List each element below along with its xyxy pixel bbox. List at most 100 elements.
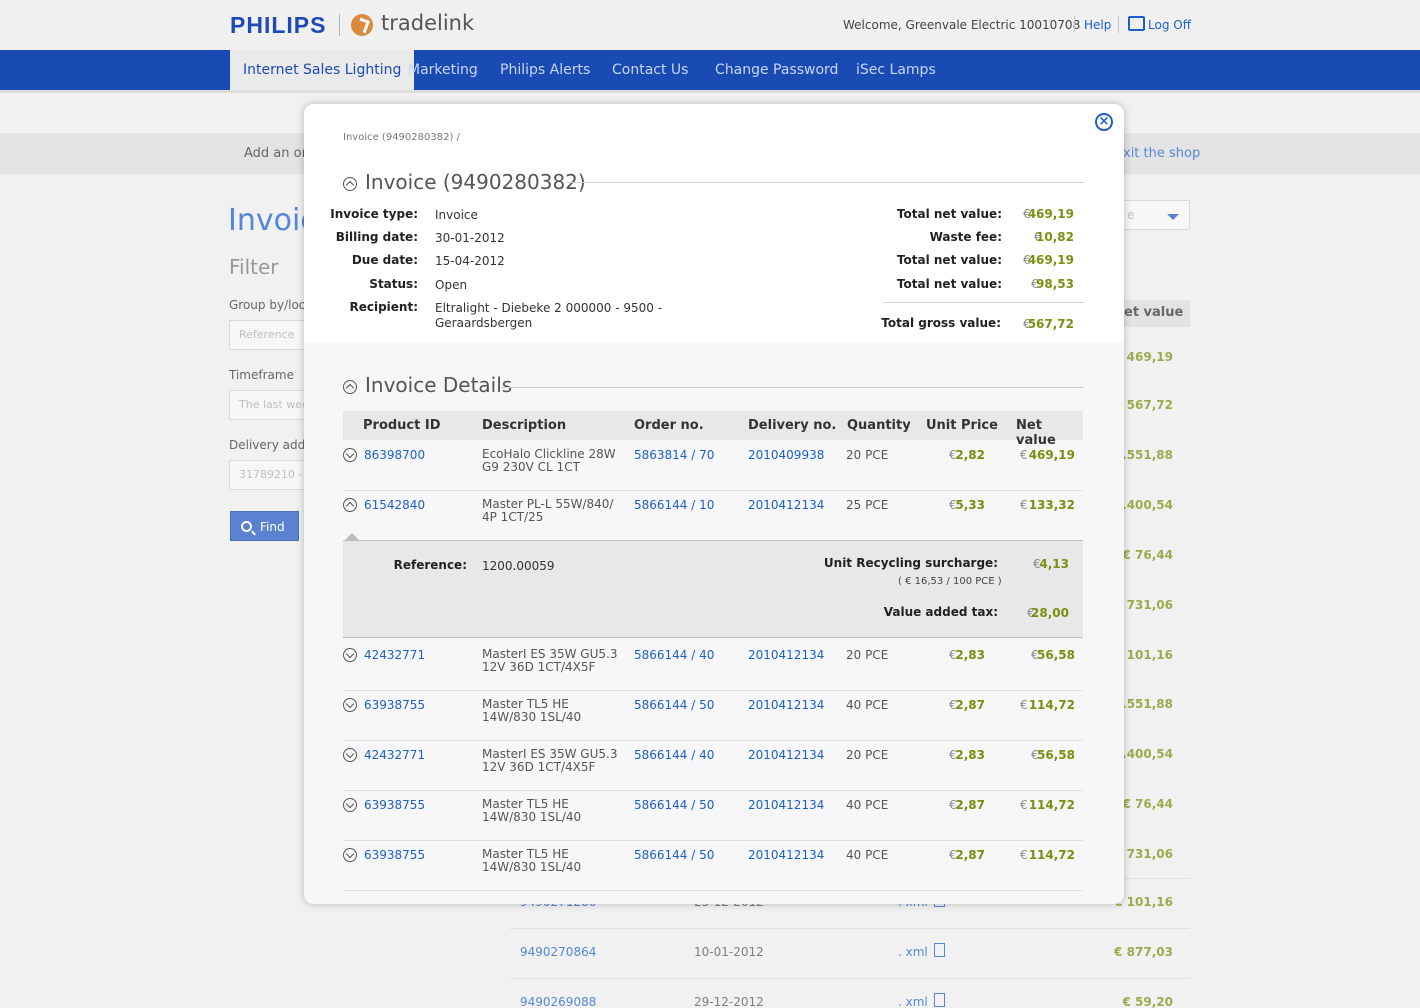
description-line: EcoHalo Clickline 28W — [482, 447, 616, 461]
table-row[interactable]: 9490269088 29-12-2012 . xml € 59,20 — [510, 978, 1190, 1008]
delivery-number-link[interactable]: 2010412134 — [748, 848, 825, 862]
collapse-icon[interactable] — [343, 380, 357, 394]
table-row[interactable]: 63938755 Master TL5 HE 14W/830 1SL/40 58661… — [343, 691, 1083, 741]
order-number-link[interactable]: 5866144 / 50 — [634, 698, 715, 712]
description-line: 14W/830 1SL/40 — [482, 860, 582, 874]
section-divider — [566, 182, 1084, 183]
total-net-value: 469,19 — [1027, 253, 1074, 267]
product-id-link[interactable]: 42432771 — [364, 748, 426, 762]
expand-icon[interactable] — [343, 648, 357, 662]
sort-select[interactable]: e — [1123, 200, 1190, 230]
collapse-icon[interactable] — [343, 177, 357, 191]
nav-isec-lamps[interactable]: iSec Lamps — [856, 62, 936, 78]
product-id-link[interactable]: 42432771 — [364, 648, 426, 662]
table-row[interactable]: 61542840 Master PL-L 55W/840/4P 1CT/25 586… — [343, 491, 1083, 541]
delivery-number-link[interactable]: 2010412134 — [748, 748, 825, 762]
nav-marketing[interactable]: Marketing — [408, 62, 478, 78]
col-product-id: Product ID — [363, 418, 441, 433]
bg-net-value: € 731,06 — [1114, 847, 1173, 861]
main-nav: Internet Sales Lighting Marketing Philip… — [0, 50, 1420, 90]
table-row[interactable]: 63938755 Master TL5 HE 14W/830 1SL/40 58661… — [343, 841, 1083, 891]
table-row[interactable]: 9490270864 10-01-2012 . xml € 877,03 — [510, 928, 1190, 978]
logoff-icon[interactable] — [1128, 16, 1145, 31]
expand-icon[interactable] — [343, 748, 357, 762]
product-id-link[interactable]: 86398700 — [364, 448, 426, 462]
currency-symbol: € — [1031, 748, 1039, 762]
logoff-link[interactable]: Log Off — [1148, 18, 1191, 32]
tradelink-logo-icon — [351, 14, 373, 36]
close-icon[interactable]: × — [1095, 113, 1113, 131]
product-id-link[interactable]: 63938755 — [364, 848, 426, 862]
invoice-link[interactable]: 9490270864 — [520, 945, 597, 959]
product-description: Master PL-L 55W/840/4P 1CT/25 — [482, 498, 622, 524]
help-link[interactable]: Help — [1084, 18, 1112, 32]
order-number-link[interactable]: 5866144 / 40 — [634, 648, 715, 662]
invoice-type-label: Invoice type: — [330, 207, 418, 221]
net-value: 56,58 — [1037, 748, 1075, 762]
delivery-number-link[interactable]: 2010412134 — [748, 498, 825, 512]
currency-symbol: € — [949, 498, 957, 512]
order-number-link[interactable]: 5866144 / 50 — [634, 848, 715, 862]
xml-link[interactable]: . xml — [898, 945, 928, 959]
col-quantity: Quantity — [847, 418, 911, 433]
delivery-number-link[interactable]: 2010412134 — [748, 698, 825, 712]
add-order-link[interactable]: Add an ord — [244, 146, 315, 161]
product-id-link[interactable]: 61542840 — [364, 498, 426, 512]
table-row[interactable]: 42432771 MasterI ES 35W GU5.3 12V 36D 1CT/… — [343, 641, 1083, 691]
vat-value: 28,00 — [1031, 606, 1069, 620]
order-number-link[interactable]: 5866144 / 10 — [634, 498, 715, 512]
table-row[interactable]: 86398700 EcoHalo Clickline 28W G9 230V CL … — [343, 441, 1083, 491]
xml-link[interactable]: . xml — [898, 995, 928, 1008]
xml-file-icon[interactable] — [934, 993, 945, 1007]
table-row[interactable]: 63938755 Master TL5 HE 14W/830 1SL/40 58661… — [343, 791, 1083, 841]
vat-label: Value added tax: — [883, 605, 998, 619]
product-id-link[interactable]: 63938755 — [364, 798, 426, 812]
details-section-toggle[interactable]: Invoice Details — [343, 373, 512, 397]
nav-philips-alerts[interactable]: Philips Alerts — [500, 62, 591, 78]
recycling-surcharge-value: 4,13 — [1039, 557, 1069, 571]
currency-symbol: € — [1023, 317, 1031, 331]
status-label: Status: — [369, 277, 418, 291]
product-id-link[interactable]: 63938755 — [364, 698, 426, 712]
exit-shop-link[interactable]: xit the shop — [1123, 146, 1201, 161]
product-description: Master TL5 HE 14W/830 1SL/40 — [482, 798, 622, 824]
description-line: 12V 36D 1CT/4X5F — [482, 760, 596, 774]
quantity-value: 40 PCE — [846, 848, 889, 862]
xml-file-icon[interactable] — [934, 943, 945, 957]
expand-icon[interactable] — [343, 448, 357, 462]
find-button-label: Find — [260, 520, 285, 534]
invoice-section-toggle[interactable]: Invoice (9490280382) — [343, 170, 586, 194]
bg-net-value: € 76,44 — [1122, 548, 1173, 562]
details-table-header: Product ID Description Order no. Deliver… — [343, 411, 1083, 448]
product-description: MasterI ES 35W GU5.3 12V 36D 1CT/4X5F — [482, 748, 622, 774]
order-number-link[interactable]: 5866144 / 40 — [634, 748, 715, 762]
nav-contact-us[interactable]: Contact Us — [612, 62, 689, 78]
expand-icon[interactable] — [343, 698, 357, 712]
find-button[interactable]: Find — [230, 511, 299, 541]
expand-icon[interactable] — [343, 848, 357, 862]
order-number-link[interactable]: 5863814 / 70 — [634, 448, 715, 462]
due-date-label: Due date: — [351, 253, 418, 267]
table-row[interactable]: 42432771 MasterI ES 35W GU5.3 12V 36D 1CT/… — [343, 741, 1083, 791]
breadcrumb[interactable]: Invoice (9490280382) / — [343, 132, 460, 143]
currency-symbol: € — [1027, 606, 1035, 620]
delivery-number-link[interactable]: 2010412134 — [748, 648, 825, 662]
currency-symbol: € — [1020, 498, 1028, 512]
collapse-icon[interactable] — [343, 498, 357, 512]
delivery-number-link[interactable]: 2010409938 — [748, 448, 825, 462]
quantity-value: 20 PCE — [846, 448, 889, 462]
filter-heading: Filter — [229, 255, 279, 279]
delivery-number-link[interactable]: 2010412134 — [748, 798, 825, 812]
bg-net-value: € 76,44 — [1122, 797, 1173, 811]
description-line: Master TL5 HE — [482, 847, 569, 861]
nav-change-password[interactable]: Change Password — [715, 62, 839, 78]
expand-icon[interactable] — [343, 798, 357, 812]
philips-logo[interactable]: PHILIPS — [230, 12, 327, 38]
nav-internet-sales-lighting[interactable]: Internet Sales Lighting — [230, 50, 415, 90]
invoice-link[interactable]: 9490269088 — [520, 995, 597, 1008]
currency-symbol: € — [1020, 698, 1028, 712]
col-delivery-no: Delivery no. — [748, 418, 837, 433]
totals-divider — [883, 302, 1084, 303]
order-number-link[interactable]: 5866144 / 50 — [634, 798, 715, 812]
delivery-address-label: Delivery addr — [229, 438, 311, 452]
